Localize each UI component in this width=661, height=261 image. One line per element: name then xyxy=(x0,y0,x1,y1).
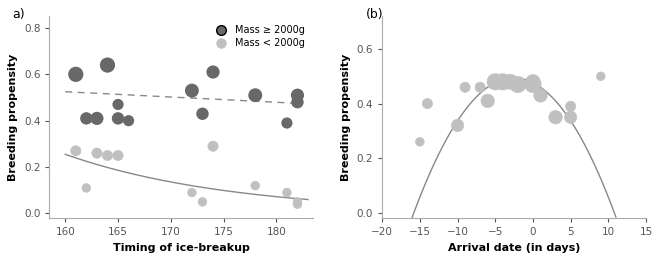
Point xyxy=(71,72,81,76)
Point xyxy=(113,153,124,158)
Point xyxy=(475,85,485,89)
Point xyxy=(490,80,500,84)
Point xyxy=(460,85,471,89)
Point xyxy=(81,116,92,121)
Point xyxy=(71,149,81,153)
Point xyxy=(422,102,433,106)
Y-axis label: Breeding propensity: Breeding propensity xyxy=(9,54,19,181)
Point xyxy=(596,74,606,78)
X-axis label: Arrival date (in days): Arrival date (in days) xyxy=(448,243,580,253)
Point xyxy=(208,70,218,74)
Point xyxy=(483,99,493,103)
Point xyxy=(282,191,292,195)
Point xyxy=(92,151,102,155)
Point xyxy=(527,82,538,87)
Point xyxy=(92,116,102,121)
Point xyxy=(208,144,218,148)
Point xyxy=(414,140,425,144)
Point xyxy=(113,102,124,106)
Point xyxy=(250,93,260,97)
Point xyxy=(292,93,303,97)
Legend: Mass ≥ 2000g, Mass < 2000g: Mass ≥ 2000g, Mass < 2000g xyxy=(208,21,309,52)
Point xyxy=(535,93,546,98)
Point xyxy=(565,104,576,108)
Point xyxy=(197,200,208,204)
Y-axis label: Breeding propensity: Breeding propensity xyxy=(341,54,351,181)
Point xyxy=(250,183,260,188)
Point xyxy=(565,115,576,119)
Point xyxy=(292,100,303,104)
Point xyxy=(550,115,561,119)
Point xyxy=(292,200,303,204)
Point xyxy=(282,121,292,125)
Point xyxy=(102,153,113,158)
Text: a): a) xyxy=(13,8,25,21)
Point xyxy=(527,80,538,84)
Point xyxy=(505,80,516,84)
Point xyxy=(452,123,463,127)
Point xyxy=(124,118,134,123)
Point xyxy=(498,80,508,84)
Point xyxy=(102,63,113,67)
Point xyxy=(186,191,197,195)
Text: (b): (b) xyxy=(366,8,384,21)
Point xyxy=(186,88,197,93)
Point xyxy=(292,202,303,206)
Point xyxy=(113,116,124,121)
X-axis label: Timing of ice-breakup: Timing of ice-breakup xyxy=(113,243,250,253)
Point xyxy=(81,186,92,190)
Point xyxy=(197,112,208,116)
Point xyxy=(512,82,523,87)
